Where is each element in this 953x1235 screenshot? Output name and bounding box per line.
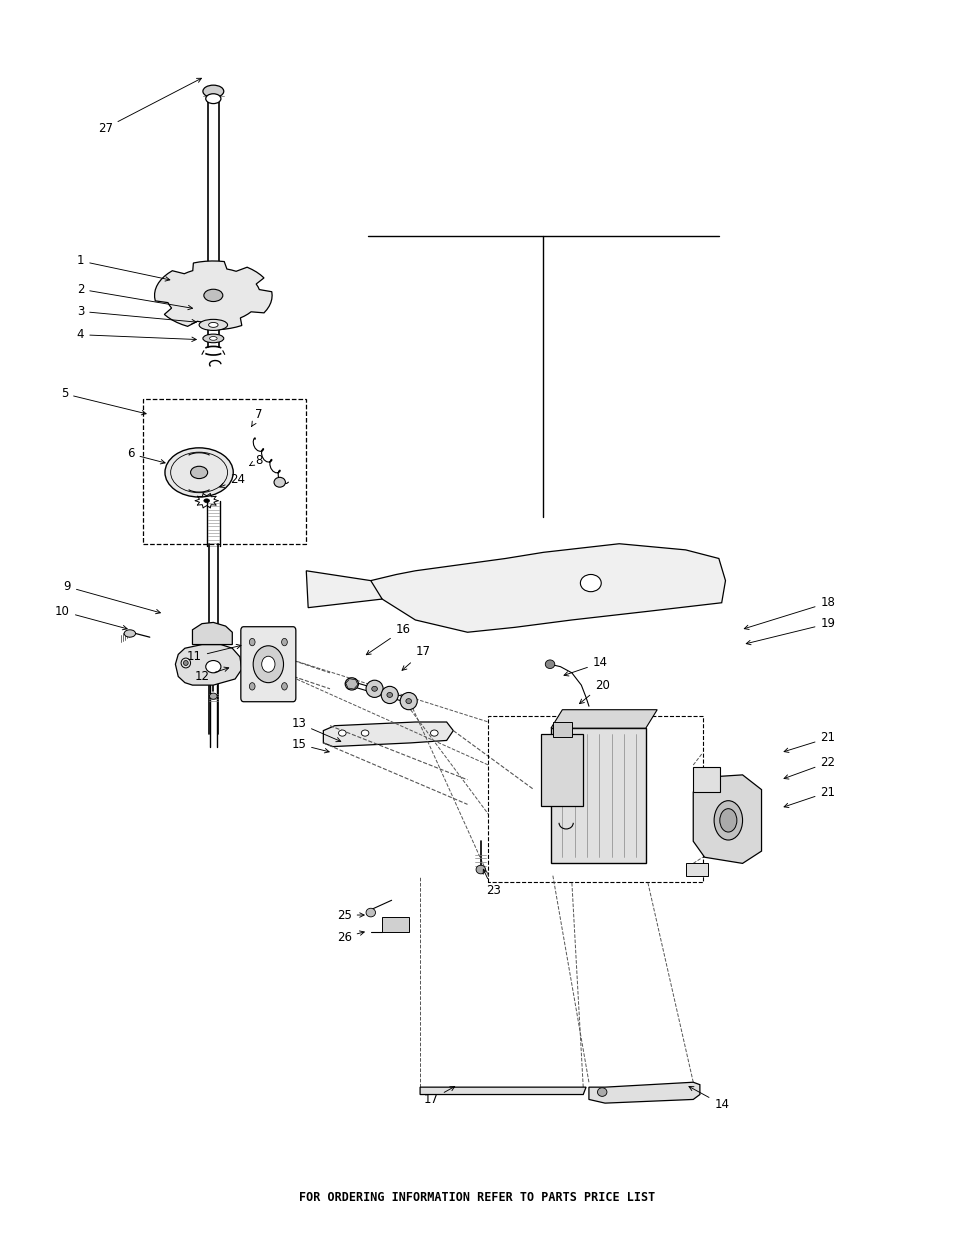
Polygon shape [693, 774, 760, 863]
Ellipse shape [204, 289, 223, 301]
Polygon shape [371, 543, 724, 632]
Bar [551, 729, 645, 863]
Text: 23: 23 [482, 869, 500, 897]
Text: 14: 14 [688, 1087, 728, 1110]
Ellipse shape [345, 678, 358, 690]
Bar [143, 399, 306, 543]
Text: 12: 12 [194, 667, 229, 683]
Text: 5: 5 [61, 388, 146, 415]
Text: 17: 17 [401, 646, 430, 671]
Ellipse shape [124, 630, 135, 637]
Ellipse shape [281, 638, 287, 646]
Text: 11: 11 [187, 645, 241, 663]
Ellipse shape [199, 320, 228, 331]
Ellipse shape [206, 94, 221, 104]
Polygon shape [306, 571, 382, 608]
Text: 19: 19 [745, 618, 835, 645]
Text: 18: 18 [743, 597, 835, 630]
Polygon shape [154, 261, 272, 330]
Ellipse shape [366, 680, 383, 698]
Text: 3: 3 [77, 305, 196, 324]
Text: 21: 21 [783, 731, 835, 752]
Text: 8: 8 [250, 453, 262, 467]
Ellipse shape [338, 730, 346, 736]
Ellipse shape [191, 467, 208, 479]
Ellipse shape [405, 699, 411, 704]
Text: 27: 27 [97, 78, 201, 135]
Bar [693, 767, 720, 792]
FancyBboxPatch shape [240, 626, 295, 701]
Polygon shape [588, 1082, 700, 1103]
Ellipse shape [261, 656, 274, 672]
Polygon shape [175, 645, 241, 685]
Ellipse shape [253, 646, 283, 683]
Ellipse shape [203, 335, 224, 343]
Polygon shape [323, 722, 453, 747]
Ellipse shape [372, 687, 377, 692]
Ellipse shape [579, 574, 600, 592]
Ellipse shape [203, 85, 224, 98]
Ellipse shape [274, 478, 285, 487]
Ellipse shape [476, 866, 485, 874]
Ellipse shape [165, 448, 233, 496]
Text: 13: 13 [291, 716, 340, 742]
Text: 16: 16 [366, 624, 410, 655]
Polygon shape [551, 710, 657, 729]
Ellipse shape [430, 730, 437, 736]
Ellipse shape [381, 687, 397, 704]
Text: FOR ORDERING INFORMATION REFER TO PARTS PRICE LIST: FOR ORDERING INFORMATION REFER TO PARTS … [298, 1192, 655, 1204]
Ellipse shape [183, 661, 188, 666]
Ellipse shape [366, 908, 375, 916]
Ellipse shape [210, 337, 217, 341]
Ellipse shape [597, 1088, 606, 1097]
Text: 7: 7 [252, 408, 262, 426]
Ellipse shape [281, 683, 287, 690]
Ellipse shape [210, 693, 217, 699]
Bar [553, 722, 571, 737]
Text: 26: 26 [336, 931, 364, 944]
Ellipse shape [361, 730, 369, 736]
Ellipse shape [387, 693, 393, 698]
Ellipse shape [249, 683, 254, 690]
Ellipse shape [714, 800, 741, 840]
Text: 22: 22 [783, 756, 835, 779]
Text: 25: 25 [336, 909, 364, 921]
Text: 20: 20 [578, 678, 609, 704]
Text: 21: 21 [783, 785, 835, 808]
Bar [541, 735, 582, 805]
Bar [685, 863, 708, 876]
Ellipse shape [399, 693, 416, 710]
Ellipse shape [545, 659, 555, 668]
Ellipse shape [249, 638, 254, 646]
Text: 10: 10 [55, 605, 127, 630]
Polygon shape [419, 1087, 585, 1094]
Polygon shape [193, 622, 233, 645]
Text: 17: 17 [423, 1087, 455, 1105]
Bar [382, 918, 408, 932]
Text: 6: 6 [127, 447, 165, 464]
Ellipse shape [209, 322, 218, 327]
Text: 24: 24 [219, 473, 245, 488]
Text: 2: 2 [77, 283, 193, 310]
Text: 9: 9 [64, 580, 160, 614]
Text: 14: 14 [563, 657, 607, 676]
Text: 4: 4 [77, 329, 196, 342]
Ellipse shape [206, 661, 221, 673]
Ellipse shape [720, 809, 736, 832]
Text: 1: 1 [77, 254, 170, 282]
Ellipse shape [204, 499, 210, 503]
Text: 15: 15 [291, 737, 329, 753]
